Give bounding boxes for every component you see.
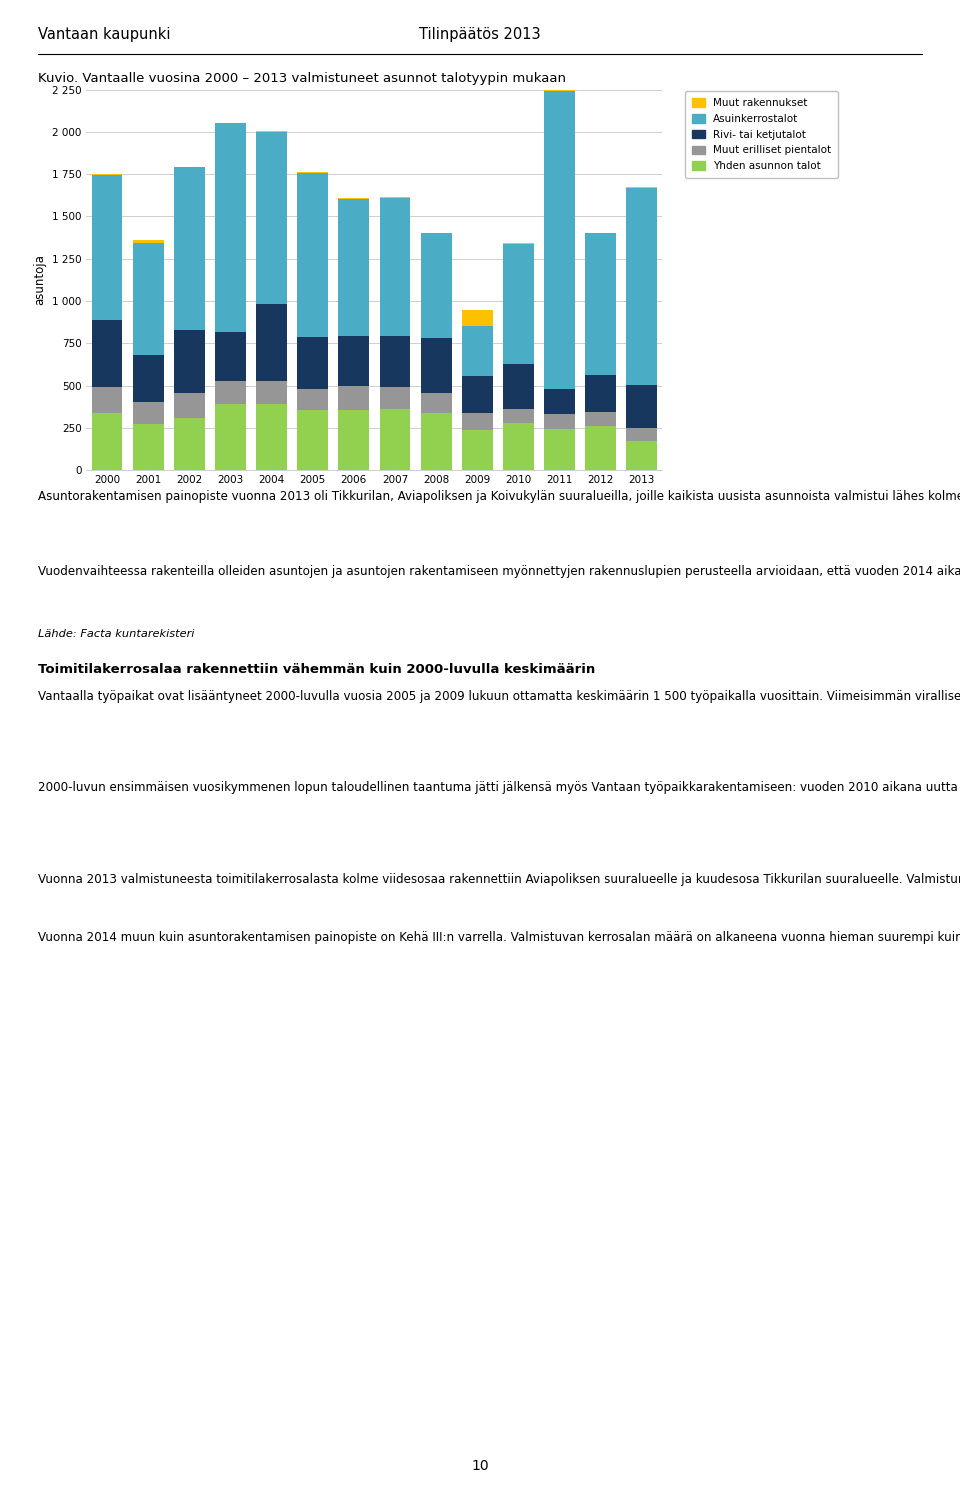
- Text: Vuodenvaihteessa rakenteilla olleiden asuntojen ja asuntojen rakentamiseen myönn: Vuodenvaihteessa rakenteilla olleiden as…: [38, 564, 960, 578]
- Bar: [462, 376, 492, 412]
- Text: Vantaalla työpaikat ovat lisääntyneet 2000-luvulla vuosia 2005 ja 2009 lukuun ot: Vantaalla työpaikat ovat lisääntyneet 20…: [38, 690, 960, 703]
- Bar: [256, 381, 287, 405]
- Bar: [462, 325, 492, 376]
- Bar: [420, 393, 451, 412]
- Y-axis label: asuntoja: asuntoja: [34, 254, 46, 306]
- Bar: [298, 173, 328, 336]
- Bar: [462, 430, 492, 470]
- Bar: [586, 375, 616, 412]
- Bar: [379, 387, 410, 409]
- Bar: [379, 199, 410, 336]
- Bar: [626, 385, 658, 428]
- Bar: [338, 385, 370, 411]
- Text: Tilinpäätös 2013: Tilinpäätös 2013: [420, 27, 540, 42]
- Bar: [298, 390, 328, 411]
- Text: Kuvio. Vantaalle vuosina 2000 – 2013 valmistuneet asunnot talotyypin mukaan: Kuvio. Vantaalle vuosina 2000 – 2013 val…: [38, 72, 566, 85]
- Bar: [420, 339, 451, 393]
- Bar: [338, 199, 370, 336]
- Bar: [626, 188, 658, 385]
- Bar: [503, 364, 534, 409]
- Text: 2000-luvun ensimmäisen vuosikymmenen lopun taloudellinen taantuma jätti jälkensä: 2000-luvun ensimmäisen vuosikymmenen lop…: [38, 781, 960, 794]
- Bar: [503, 423, 534, 470]
- Bar: [256, 131, 287, 305]
- Bar: [544, 428, 575, 470]
- Bar: [298, 336, 328, 390]
- Bar: [256, 305, 287, 381]
- Bar: [626, 440, 658, 470]
- Bar: [544, 91, 575, 390]
- Bar: [91, 412, 122, 470]
- Bar: [462, 412, 492, 430]
- Bar: [379, 409, 410, 470]
- Bar: [132, 240, 163, 243]
- Bar: [503, 409, 534, 423]
- Bar: [132, 243, 163, 355]
- Bar: [586, 412, 616, 427]
- Text: Vantaan kaupunki: Vantaan kaupunki: [38, 27, 171, 42]
- Bar: [544, 390, 575, 414]
- Bar: [215, 381, 246, 405]
- Bar: [462, 309, 492, 325]
- Text: 10: 10: [471, 1459, 489, 1474]
- Bar: [91, 320, 122, 387]
- Bar: [338, 336, 370, 385]
- Bar: [174, 330, 204, 393]
- Bar: [586, 233, 616, 375]
- Text: Vuonna 2014 muun kuin asuntorakentamisen painopiste on Kehä III:n varrella. Valm: Vuonna 2014 muun kuin asuntorakentamisen…: [38, 932, 960, 944]
- Bar: [379, 336, 410, 387]
- Bar: [174, 418, 204, 470]
- Legend: Muut rakennukset, Asuinkerrostalot, Rivi- tai ketjutalot, Muut erilliset piental: Muut rakennukset, Asuinkerrostalot, Rivi…: [684, 91, 838, 179]
- Bar: [132, 355, 163, 402]
- Bar: [586, 427, 616, 470]
- Bar: [298, 411, 328, 470]
- Bar: [420, 233, 451, 339]
- Text: Lähde: Facta kuntarekisteri: Lähde: Facta kuntarekisteri: [38, 629, 195, 639]
- Text: Toimitilakerrosalaa rakennettiin vähemmän kuin 2000-luvulla keskimäärin: Toimitilakerrosalaa rakennettiin vähemmä…: [38, 663, 595, 676]
- Bar: [174, 167, 204, 330]
- Bar: [503, 243, 534, 364]
- Bar: [544, 414, 575, 428]
- Bar: [215, 333, 246, 381]
- Bar: [132, 402, 163, 424]
- Bar: [215, 405, 246, 470]
- Bar: [626, 428, 658, 440]
- Bar: [91, 387, 122, 412]
- Bar: [91, 175, 122, 320]
- Bar: [132, 424, 163, 470]
- Bar: [420, 412, 451, 470]
- Bar: [174, 393, 204, 418]
- Text: Vuonna 2013 valmistuneesta toimitilakerrosalasta kolme viidesosaa rakennettiin A: Vuonna 2013 valmistuneesta toimitilakerr…: [38, 872, 960, 885]
- Bar: [338, 411, 370, 470]
- Bar: [544, 69, 575, 91]
- Bar: [256, 405, 287, 470]
- Bar: [215, 124, 246, 333]
- Text: Asuntorakentamisen painopiste vuonna 2013 oli Tikkurilan, Aviapoliksen ja Koivuk: Asuntorakentamisen painopiste vuonna 201…: [38, 490, 960, 503]
